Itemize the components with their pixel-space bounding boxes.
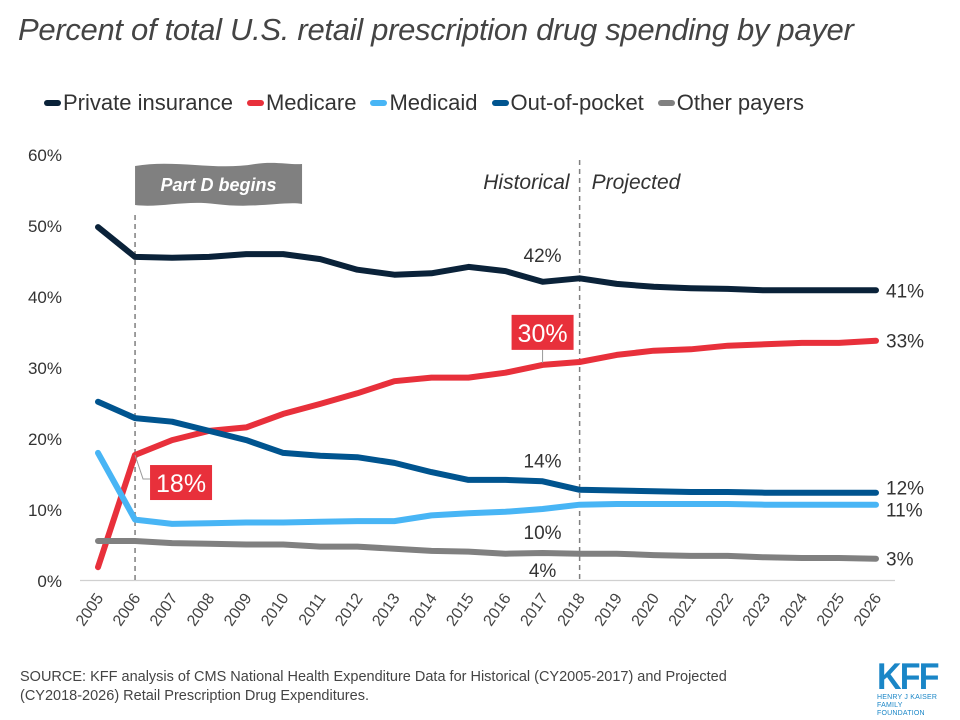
- legend-swatch-private-insurance: [44, 100, 61, 106]
- x-tick-label: 2022: [703, 590, 737, 629]
- x-tick-label: 2014: [406, 590, 440, 629]
- legend-swatch-medicare: [246, 100, 264, 106]
- y-tick-label: 50%: [28, 217, 62, 236]
- data-label-private-insurance-2026: 41%: [886, 281, 924, 302]
- x-tick-label: 2008: [184, 590, 218, 629]
- legend-swatch-medicaid: [370, 100, 388, 106]
- x-tick-label: 2025: [814, 590, 848, 629]
- x-tick-label: 2009: [221, 590, 255, 629]
- x-tick-label: 2011: [296, 590, 330, 628]
- x-tick-label: 2020: [629, 590, 663, 629]
- x-tick-label: 2018: [555, 590, 589, 629]
- data-label-out-of-pocket-2026: 12%: [886, 479, 924, 500]
- series-line-medicaid: [95, 449, 879, 527]
- x-tick-label: 2007: [147, 590, 181, 629]
- x-tick-label: 2005: [73, 590, 107, 629]
- x-tick-label: 2013: [369, 590, 403, 629]
- label-leader-line: [134, 454, 151, 480]
- y-tick-label: 20%: [28, 430, 62, 449]
- legend-label: Medicare: [265, 90, 357, 115]
- data-label-box-medicare-2006: [150, 465, 213, 501]
- x-tick-label: 2026: [851, 590, 885, 629]
- legend-label: Medicaid: [389, 90, 478, 115]
- legend-item-medicare: Medicare: [246, 90, 357, 116]
- series-line-medicare: [95, 337, 879, 571]
- series-line-private-insurance: [95, 224, 879, 294]
- part-d-label: Part D begins: [161, 175, 277, 195]
- projected-label: Projected: [592, 171, 682, 194]
- logo-subtitle-1: HENRY J KAISER: [877, 694, 938, 701]
- reference-lines: [134, 160, 581, 580]
- legend-swatch-out-of-pocket: [491, 100, 509, 106]
- x-tick-label: 2010: [258, 590, 292, 629]
- legend-swatch-other-payers: [657, 100, 675, 106]
- logo-subtitle-2: FAMILY FOUNDATION: [877, 702, 925, 717]
- legend-label: Private insurance: [63, 90, 233, 115]
- x-tick-label: 2006: [110, 590, 144, 629]
- source-line-1: SOURCE: KFF analysis of CMS National Hea…: [20, 669, 727, 685]
- x-tick-label: 2024: [777, 590, 811, 629]
- x-axis: 2005 2006 2007 2008 2009 2010 2011 2012 2013 2014…: [73, 590, 885, 629]
- y-tick-label: 40%: [28, 288, 62, 307]
- part-d-flag: Part D begins: [135, 162, 303, 206]
- x-tick-label: 2015: [443, 590, 477, 629]
- data-labels: 18% 30% 42% 14% 10% 4% 41% 33% 12%11% 3%: [134, 246, 924, 582]
- x-tick-label: 2021: [666, 590, 700, 629]
- x-tick-label: 2017: [518, 590, 552, 629]
- data-label-box-medicare-2017: [511, 314, 574, 350]
- series-line-out-of-pocket: [95, 398, 879, 496]
- legend-item-other-payers: Other payers: [657, 90, 804, 116]
- y-axis: 0% 10% 20% 30% 40% 50% 60%: [28, 146, 62, 591]
- legend-item-out-of-pocket: Out-of-pocket: [491, 90, 644, 116]
- historical-label: Historical: [483, 171, 571, 194]
- data-label-other-payers-2026: 3%: [886, 550, 914, 571]
- data-label-medicaid-2026: 11%: [886, 501, 923, 522]
- legend-item-private-insurance: Private insurance: [44, 90, 233, 116]
- y-tick-label: 30%: [28, 359, 62, 378]
- legend-label: Other payers: [676, 90, 804, 115]
- data-label-private-insurance-2017: 42%: [524, 246, 562, 267]
- x-tick-label: 2023: [740, 590, 774, 629]
- data-label-other-payers-2017: 4%: [529, 561, 557, 582]
- data-label-medicare-2017: 30%: [518, 320, 568, 348]
- data-label-out-of-pocket-2017: 14%: [524, 451, 562, 472]
- flag-banner-shape: [135, 162, 303, 206]
- x-tick-label: 2019: [592, 590, 626, 629]
- y-tick-label: 10%: [28, 501, 62, 520]
- chart-title: Percent of total U.S. retail prescriptio…: [18, 12, 854, 47]
- y-tick-label: 0%: [37, 572, 62, 591]
- series-lines: [95, 224, 879, 571]
- x-tick-label: 2012: [332, 590, 366, 629]
- kff-logo: KFF HENRY J KAISER FAMILY FOUNDATION: [877, 656, 949, 718]
- chart-legend: Private insurance Medicare Medicaid Out-…: [44, 90, 804, 116]
- source-note: SOURCE: KFF analysis of CMS National Hea…: [20, 668, 820, 706]
- x-tick-label: 2016: [480, 590, 514, 629]
- source-line-2: (CY2018-2026) Retail Prescription Drug E…: [20, 688, 369, 704]
- legend-item-medicaid: Medicaid: [370, 90, 478, 116]
- data-label-medicaid-2017: 10%: [524, 523, 562, 544]
- legend-label: Out-of-pocket: [510, 90, 644, 115]
- y-tick-label: 60%: [28, 146, 62, 165]
- data-label-medicare-2006: 18%: [156, 470, 206, 498]
- data-label-medicare-2026: 33%: [886, 332, 924, 353]
- series-line-other-payers: [95, 538, 879, 562]
- logo-wordmark: KFF: [877, 656, 940, 697]
